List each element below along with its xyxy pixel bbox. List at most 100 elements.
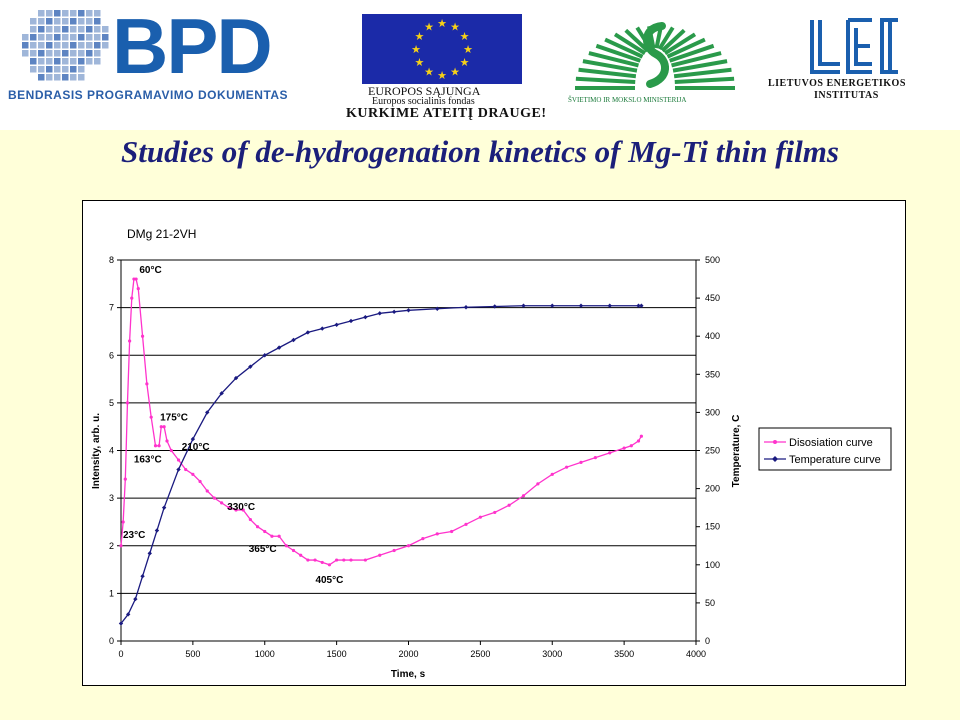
eu-star-icon: ★ xyxy=(460,57,470,69)
sun-ray xyxy=(575,76,636,85)
map-cell xyxy=(38,74,45,81)
map-cell xyxy=(70,42,77,49)
temperature-annotation: 405°C xyxy=(315,575,343,586)
map-cell xyxy=(62,10,69,17)
map-cell xyxy=(86,10,93,17)
data-point xyxy=(184,467,188,472)
temperature-annotation: 175°C xyxy=(160,413,188,424)
data-point xyxy=(145,382,149,386)
lei-name-line1: LIETUVOS ENERGETIKOS xyxy=(768,78,906,89)
map-cell xyxy=(78,50,85,57)
chart-container: 0 1 2 3 4 5 6 7 8 0 50 100 150 200 250 300 350 400 450 500… xyxy=(82,200,906,686)
map-cell xyxy=(46,74,53,81)
data-point xyxy=(153,444,158,448)
map-cell xyxy=(46,34,53,41)
ministry-text: ŠVIETIMO IR MOKSLO MINISTERIJA xyxy=(568,96,687,104)
map-cell xyxy=(94,18,101,25)
data-point xyxy=(262,353,267,358)
y2-tick-label: 300 xyxy=(705,407,720,417)
map-cell xyxy=(102,26,109,33)
data-point xyxy=(320,326,325,331)
series-line xyxy=(120,278,642,566)
data-point xyxy=(608,451,612,455)
map-cell xyxy=(30,18,37,25)
map-cell xyxy=(94,50,101,57)
map-cell xyxy=(54,58,61,65)
y2-tick-label: 400 xyxy=(705,331,720,341)
data-point xyxy=(176,467,181,472)
data-point xyxy=(130,296,134,300)
data-point xyxy=(291,548,296,553)
eu-union-text: EUROPOS SĄJUNGA xyxy=(368,84,481,98)
map-cell xyxy=(54,42,61,49)
data-point xyxy=(276,345,282,350)
map-cell xyxy=(30,26,37,33)
data-point xyxy=(162,425,166,429)
data-point xyxy=(176,458,181,462)
map-cell xyxy=(86,18,93,25)
data-point xyxy=(521,303,526,308)
map-cell xyxy=(46,10,53,17)
map-cell xyxy=(78,26,85,33)
y2-tick-label: 250 xyxy=(705,446,720,456)
legend-dot-dissociation xyxy=(773,440,777,444)
data-point xyxy=(306,558,310,562)
map-cell xyxy=(70,26,77,33)
eu-star-icon: ★ xyxy=(424,67,434,79)
data-point xyxy=(198,479,202,484)
map-cell xyxy=(46,18,53,25)
legend-label-dissociation: Disosiation curve xyxy=(789,437,873,449)
map-cell xyxy=(38,18,45,25)
y-tick-label: 7 xyxy=(109,303,114,313)
map-cell xyxy=(38,10,45,17)
x-tick-label: 4000 xyxy=(686,649,706,659)
data-point xyxy=(565,465,569,469)
data-point xyxy=(165,439,169,443)
map-cell xyxy=(94,58,101,65)
data-point xyxy=(636,303,641,308)
data-point xyxy=(450,529,454,534)
map-cell xyxy=(78,10,85,17)
x-tick-label: 1500 xyxy=(327,649,347,659)
map-cell xyxy=(22,50,29,57)
y-tick-label: 4 xyxy=(109,446,114,456)
data-point xyxy=(363,558,367,562)
lithuania-map-icon xyxy=(22,10,109,81)
data-point xyxy=(377,311,382,316)
map-cell xyxy=(62,26,69,33)
map-cell xyxy=(38,58,45,65)
data-point xyxy=(507,503,511,507)
data-point xyxy=(629,444,633,448)
map-cell xyxy=(54,74,61,81)
data-point xyxy=(149,415,153,419)
data-point xyxy=(154,528,160,533)
sun-ray xyxy=(663,32,697,56)
map-cell xyxy=(86,42,93,49)
map-cell xyxy=(86,34,93,41)
data-point xyxy=(119,544,123,548)
data-point xyxy=(161,505,167,510)
map-cell xyxy=(30,42,37,49)
data-point xyxy=(227,506,231,510)
data-point xyxy=(248,364,253,369)
data-point xyxy=(607,303,612,308)
bpd-subtitle: BENDRASIS PROGRAMAVIMO DOKUMENTAS xyxy=(8,88,289,102)
legend-box xyxy=(758,427,892,471)
map-cell xyxy=(38,50,45,57)
header-band: BPD BENDRASIS PROGRAMAVIMO DOKUMENTAS ★ ★… xyxy=(0,0,960,130)
data-point xyxy=(435,306,440,311)
map-cell xyxy=(70,18,77,25)
data-point xyxy=(320,560,324,565)
data-point xyxy=(579,460,583,465)
map-cell xyxy=(30,58,37,65)
data-point xyxy=(136,286,140,291)
data-point xyxy=(305,330,311,335)
data-point xyxy=(220,501,224,505)
map-cell xyxy=(94,10,101,17)
data-point xyxy=(248,517,252,522)
sun-ray xyxy=(657,26,675,51)
data-point xyxy=(435,532,439,536)
bpd-logo-text: BPD xyxy=(112,2,273,90)
map-cell xyxy=(94,26,101,33)
map-cell xyxy=(62,74,69,81)
